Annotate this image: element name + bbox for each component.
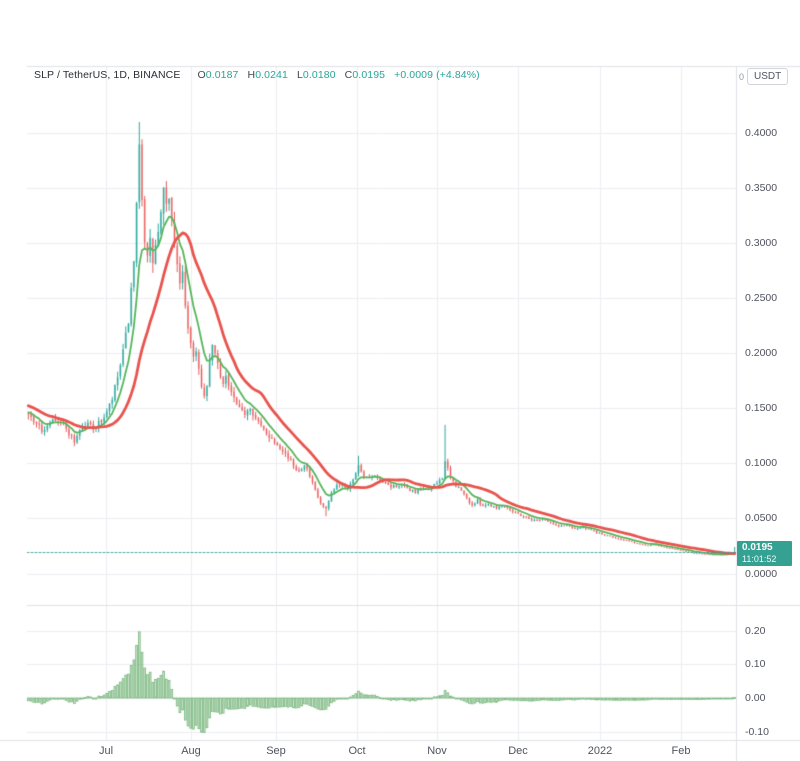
price-tick-label: 0.1500 (745, 402, 778, 415)
price-tick-label: 0.3000 (745, 237, 778, 250)
symbol-title[interactable]: SLP / TetherUS, 1D, BINANCE (34, 69, 181, 81)
low-value: 0.0180 (302, 69, 336, 81)
time-axis-label-feb: Feb (671, 745, 691, 757)
time-axis-label-jul: Jul (98, 745, 114, 757)
price-tick-label: 0.0000 (745, 567, 778, 580)
price-tick-label: 0.2000 (745, 347, 778, 360)
indicator-tick-label: 0.10 (745, 658, 766, 671)
high-value: 0.0241 (255, 69, 288, 81)
price-tick-label: 0.4000 (745, 127, 778, 140)
indicator-tick-label: 0.00 (745, 692, 766, 704)
time-axis-label-oct: Oct (348, 745, 366, 757)
open-value: 0.0187 (205, 69, 239, 81)
price-axis-unit-row: 0 USDT (739, 68, 789, 85)
symbol-legend: SLP / TetherUS, 1D, BINANCE O0.0187 H0.0… (34, 69, 480, 81)
time-axis[interactable]: Jul Aug Sep Oct Nov Dec 2022 Feb (0, 740, 800, 761)
price-tick-label: 0.0500 (745, 512, 778, 525)
price-axis[interactable]: 0 USDT 0.0195 11:01:52 0.4000 0.3500 0.300… (737, 66, 800, 740)
price-tick-label: 0.3500 (745, 182, 778, 195)
open-label: O (197, 69, 206, 81)
last-price-value: 0.0195 (742, 542, 773, 554)
low-label: L (296, 69, 303, 81)
close-value: 0.0195 (352, 69, 386, 81)
high-label: H (247, 69, 256, 81)
bar-countdown-timer: 11:01:52 (742, 554, 777, 565)
time-axis-label-dec: Dec (508, 745, 528, 757)
time-axis-label-2022: 2022 (587, 745, 613, 757)
close-label: C (344, 69, 353, 81)
indicator-tick-label: 0.20 (745, 624, 766, 637)
time-axis-label-sep: Sep (266, 745, 286, 757)
axis-zero-mark: 0 (739, 71, 745, 82)
price-tick-label: 0.2500 (745, 292, 778, 305)
currency-unit-button[interactable]: USDT (747, 68, 789, 85)
last-price-badge: 0.0195 11:01:52 (737, 541, 792, 567)
indicator-tick-label: -0.10 (745, 725, 769, 738)
change-value: +0.0009 (+4.84%) (394, 69, 480, 81)
price-tick-label: 0.1000 (745, 457, 778, 470)
time-axis-label-aug: Aug (181, 745, 201, 757)
time-axis-label-nov: Nov (427, 745, 447, 757)
